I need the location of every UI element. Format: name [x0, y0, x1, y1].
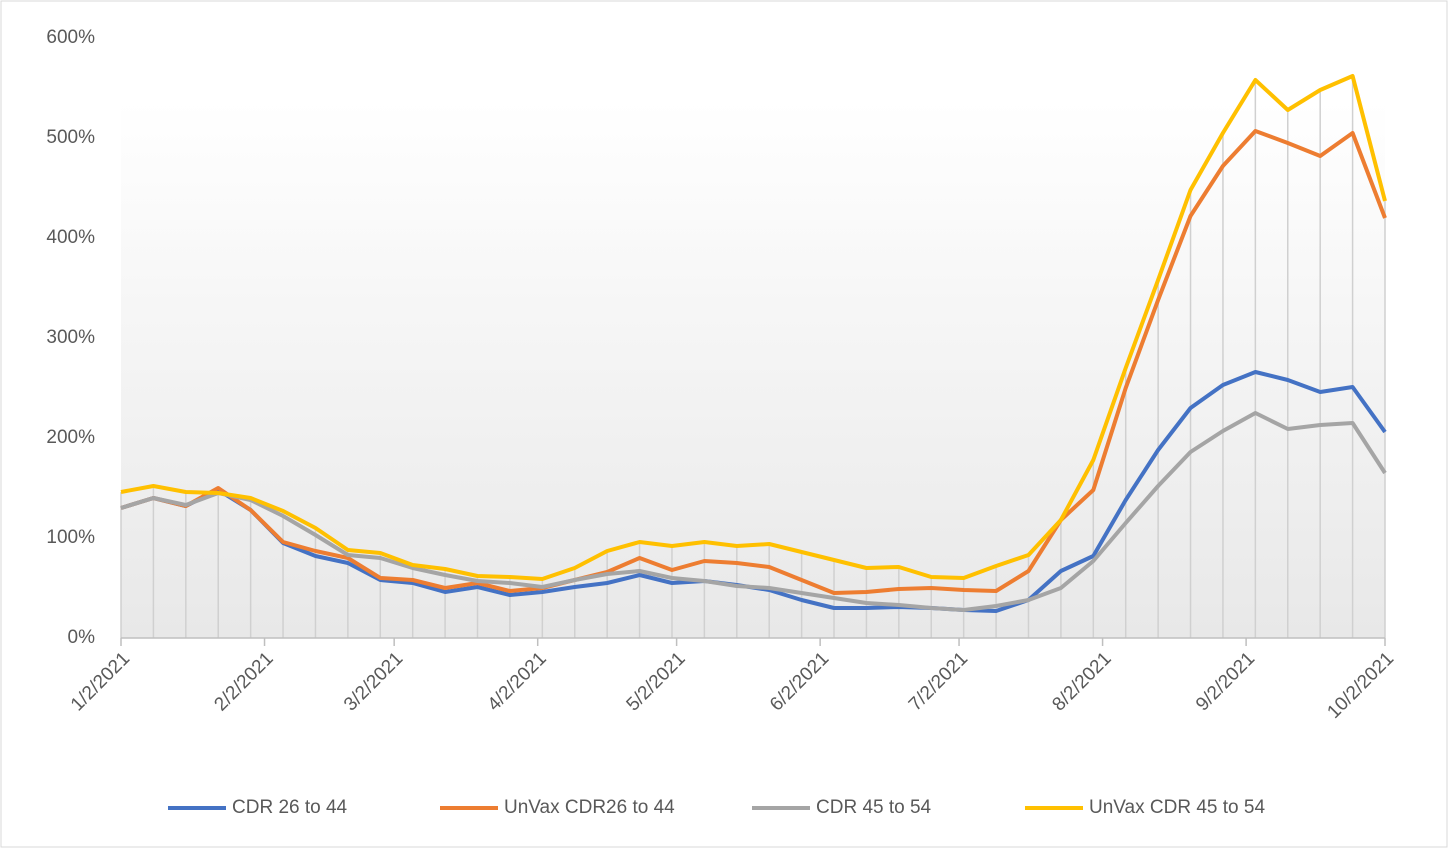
y-tick-label: 300% — [46, 327, 95, 348]
legend-label: CDR 45 to 54 — [816, 797, 932, 818]
plot-area — [121, 100, 1385, 638]
y-tick-label: 0% — [68, 627, 96, 648]
y-tick-label: 200% — [46, 427, 95, 448]
legend-label: CDR 26 to 44 — [232, 797, 348, 818]
y-tick-label: 600% — [46, 27, 95, 48]
y-tick-label: 400% — [46, 227, 95, 248]
legend-label: UnVax CDR 45 to 54 — [1089, 797, 1265, 818]
series-line — [120, 411, 1387, 612]
series-line — [120, 129, 1387, 595]
legend-label: UnVax CDR26 to 44 — [504, 797, 675, 818]
y-tick-label: 500% — [46, 127, 95, 148]
series-line — [120, 74, 1387, 581]
y-tick-label: 100% — [46, 527, 95, 548]
